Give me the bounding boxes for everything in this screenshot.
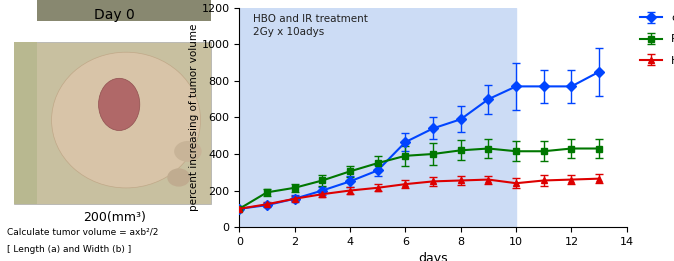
Bar — [13, 42, 36, 204]
X-axis label: days: days — [419, 252, 448, 261]
Text: Calculate tumor volume = axb²/2: Calculate tumor volume = axb²/2 — [7, 227, 158, 236]
Text: 200(mm³): 200(mm³) — [83, 211, 146, 224]
Ellipse shape — [98, 78, 140, 130]
Bar — [13, 42, 211, 204]
Ellipse shape — [174, 141, 202, 162]
Bar — [239, 8, 516, 227]
Text: [ Length (a) and Width (b) ]: [ Length (a) and Width (b) ] — [7, 245, 131, 254]
Text: 2Gy x 10adys: 2Gy x 10adys — [253, 27, 324, 37]
Ellipse shape — [52, 52, 201, 188]
Y-axis label: percent increasing of tumor volume: percent increasing of tumor volume — [189, 24, 199, 211]
Ellipse shape — [167, 168, 190, 187]
Legend: control, RT, HBO+RT: control, RT, HBO+RT — [640, 13, 674, 66]
Bar — [36, 0, 211, 21]
Text: HBO and IR treatment: HBO and IR treatment — [253, 14, 368, 24]
Text: Day 0: Day 0 — [94, 8, 135, 22]
